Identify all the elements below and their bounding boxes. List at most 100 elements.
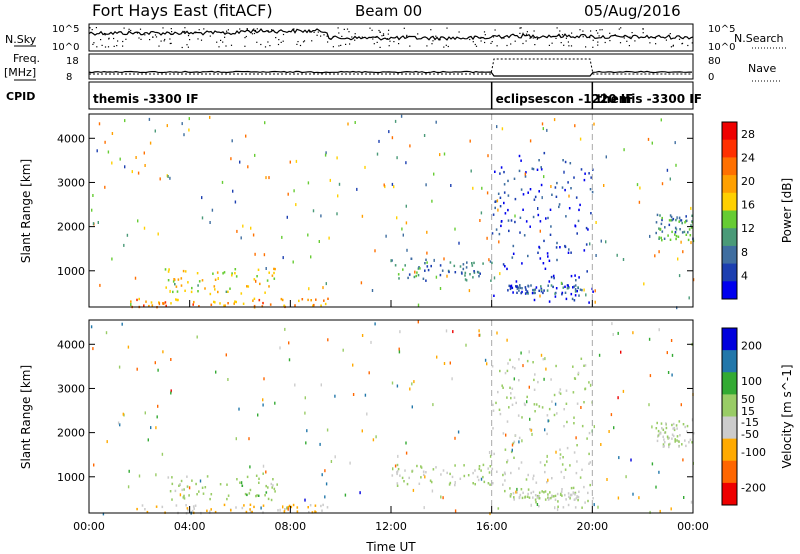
range-cell (529, 225, 531, 228)
colorbar-swatch (722, 416, 737, 440)
range-cell (206, 509, 208, 512)
range-cell (315, 511, 317, 514)
range-cell (506, 459, 509, 462)
range-cell (581, 424, 584, 428)
range-cell (231, 272, 233, 275)
range-cell (556, 181, 558, 185)
nsearch-point (529, 37, 531, 39)
nsearch-point (152, 36, 154, 38)
nsearch-point (582, 36, 584, 38)
range-cell (473, 270, 475, 273)
range-cell (620, 350, 622, 354)
range-cell (511, 403, 514, 406)
nsky-tick-high: 10^5 (52, 24, 79, 35)
range-cell (450, 184, 452, 187)
range-cell (692, 278, 695, 282)
nsearch-point (89, 27, 91, 29)
range-cell (148, 117, 151, 121)
range-cell (574, 274, 576, 277)
range-cell (279, 508, 281, 512)
range-cell (511, 448, 513, 452)
range-cell (546, 252, 549, 255)
range-cell (524, 175, 527, 178)
range-cell (572, 492, 575, 495)
range-cell (157, 368, 159, 372)
colorbar-swatch (722, 210, 737, 229)
range-cell (487, 154, 489, 158)
range-cell (666, 435, 669, 438)
range-cell (676, 216, 678, 220)
range-cell (678, 420, 681, 423)
colorbar-label: Velocity [m s^-1] (780, 364, 794, 468)
range-cell (671, 433, 674, 436)
range-cell (518, 289, 520, 292)
range-cell (632, 331, 634, 335)
range-cell (405, 161, 407, 165)
range-cell (649, 510, 651, 514)
range-cell (581, 288, 583, 292)
range-cell (390, 259, 392, 263)
range-cell (241, 506, 244, 510)
range-cell (544, 470, 546, 474)
range-cell (449, 261, 452, 264)
range-cell (674, 438, 676, 441)
range-cell (134, 276, 137, 280)
range-cell (533, 288, 535, 292)
nsearch-point (619, 42, 622, 44)
range-cell (226, 483, 228, 486)
range-cell (413, 275, 416, 279)
colorbar-swatch (722, 245, 737, 265)
range-cell (374, 249, 376, 253)
range-cell (576, 495, 578, 498)
range-cell (657, 429, 660, 433)
range-cell (273, 487, 276, 491)
range-cell (415, 274, 417, 278)
range-cell (454, 271, 457, 274)
range-cell (202, 492, 205, 495)
range-cell (329, 178, 331, 182)
range-cell (676, 435, 679, 438)
nsearch-point (559, 35, 561, 38)
nsearch-point (406, 35, 408, 37)
beam-label: Beam 00 (355, 2, 422, 20)
range-cell (504, 479, 506, 482)
nsearch-point (446, 27, 448, 29)
range-cell (482, 262, 484, 265)
range-cell (529, 139, 532, 143)
range-cell (520, 461, 523, 464)
range-cell (533, 403, 536, 406)
range-cell (643, 282, 645, 286)
range-cell (310, 255, 312, 259)
range-cell (573, 416, 575, 419)
range-cell (541, 196, 543, 200)
nsearch-point (313, 31, 315, 33)
nsearch-point (447, 45, 449, 48)
range-cell (540, 285, 542, 288)
range-cell (397, 273, 400, 276)
range-cell (536, 503, 539, 506)
range-cell (464, 274, 466, 277)
range-cell (678, 440, 680, 443)
range-cell (538, 245, 540, 249)
range-cell (261, 305, 264, 308)
range-cell (425, 279, 427, 282)
range-cell (684, 425, 686, 429)
range-cell (668, 443, 670, 446)
range-cell (213, 285, 216, 288)
range-cell (518, 495, 521, 499)
nsearch-point (431, 43, 433, 45)
range-cell (589, 383, 592, 387)
nsearch-point (293, 28, 295, 30)
range-cell (465, 279, 468, 282)
range-cell (589, 242, 591, 246)
y-tick-label: 3000 (57, 382, 85, 395)
range-cell (542, 291, 544, 295)
range-cell (143, 304, 145, 307)
range-cell (541, 490, 543, 493)
y-tick-label: 3000 (57, 176, 85, 189)
range-cell (522, 208, 524, 211)
range-cell (209, 292, 212, 296)
nsearch-point (480, 40, 482, 42)
range-cell (391, 381, 394, 385)
